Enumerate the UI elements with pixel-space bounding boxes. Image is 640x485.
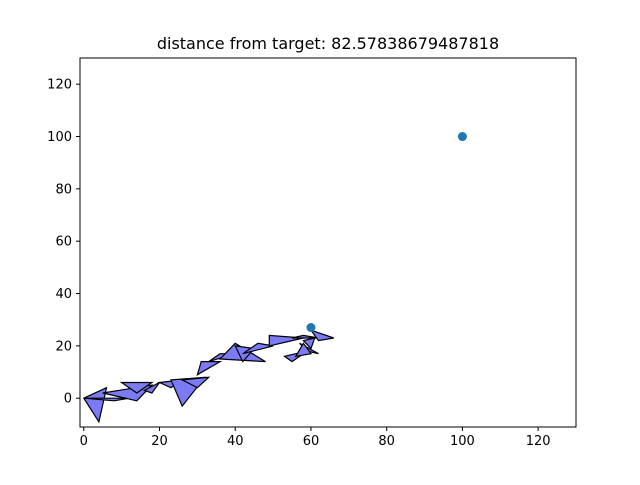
y-tick-label: 60 bbox=[55, 235, 72, 250]
x-axis: 0 20 40 60 80 100 120 bbox=[80, 427, 551, 449]
triangle-mark bbox=[83, 397, 130, 402]
triangle-mark bbox=[242, 342, 274, 355]
data-point bbox=[306, 323, 316, 333]
triangle-mark bbox=[302, 337, 316, 350]
x-tick-label: 40 bbox=[227, 434, 244, 449]
x-tick-label: 0 bbox=[80, 434, 88, 449]
y-tick-label: 0 bbox=[64, 392, 72, 407]
x-tick-label: 20 bbox=[151, 434, 168, 449]
y-tick-label: 120 bbox=[47, 78, 72, 93]
chart-title: distance from target: 82.57838679487818 bbox=[157, 34, 499, 53]
triangle-mark bbox=[309, 329, 334, 342]
triangle-mark bbox=[82, 386, 108, 424]
data-point bbox=[457, 132, 467, 142]
y-tick-label: 20 bbox=[55, 339, 72, 354]
y-tick-label: 40 bbox=[55, 287, 72, 302]
y-axis: 0 20 40 60 80 100 120 bbox=[47, 78, 80, 407]
x-tick-label: 100 bbox=[450, 434, 475, 449]
y-tick-label: 80 bbox=[55, 182, 72, 197]
axes-frame bbox=[79, 57, 577, 428]
triangle-mark bbox=[119, 381, 154, 394]
x-tick-label: 60 bbox=[303, 434, 320, 449]
triangle-mark bbox=[196, 361, 223, 376]
triangle-mark bbox=[142, 381, 160, 394]
triangle-mark bbox=[291, 334, 319, 339]
plot-area bbox=[82, 132, 467, 424]
y-tick-label: 100 bbox=[47, 130, 72, 145]
x-tick-label: 120 bbox=[526, 434, 551, 449]
x-tick-label: 80 bbox=[378, 434, 395, 449]
triangle-mark bbox=[294, 342, 313, 358]
triangle-mark bbox=[180, 376, 211, 389]
